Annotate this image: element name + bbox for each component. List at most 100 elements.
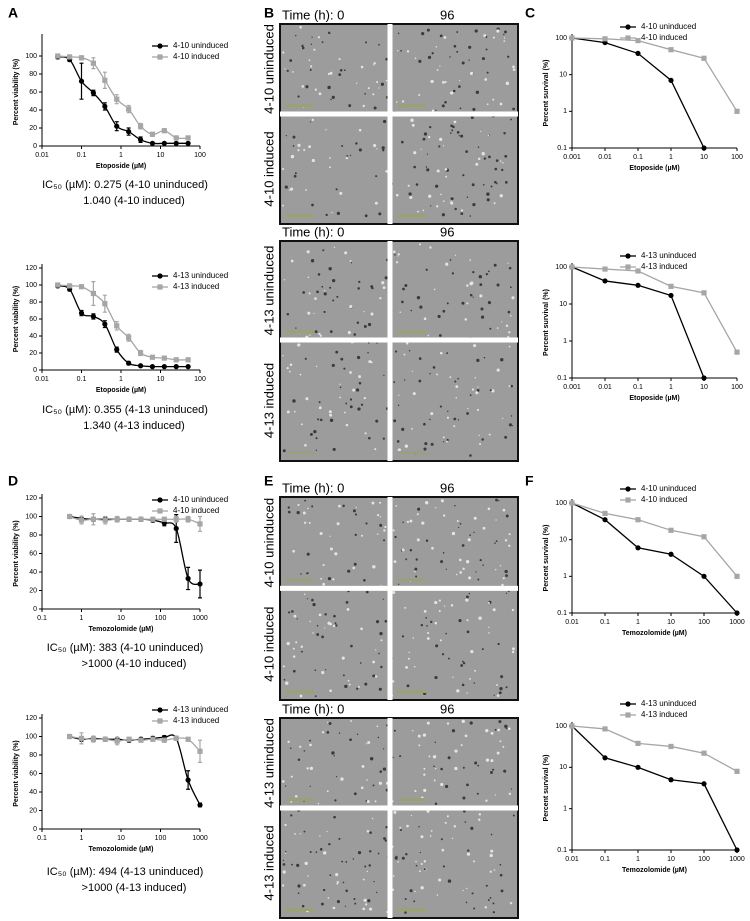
cell (378, 687, 382, 691)
cell (401, 300, 404, 304)
cell (469, 259, 472, 261)
cell (454, 207, 457, 211)
row-label: 4-10 induced (261, 607, 276, 682)
data-point (185, 516, 191, 522)
legend-label: 4-13 uninduced (173, 705, 228, 714)
cell (456, 520, 459, 522)
cell (399, 826, 402, 829)
cell (466, 692, 468, 694)
series-line (571, 37, 738, 112)
cell (383, 529, 386, 532)
cell (319, 847, 323, 851)
cell (313, 429, 317, 434)
cell (396, 440, 400, 443)
cell (478, 434, 480, 437)
cell (418, 744, 421, 747)
cell (456, 689, 460, 693)
cell (485, 758, 490, 762)
cell (451, 837, 454, 840)
cell (357, 287, 360, 290)
cell (328, 721, 332, 725)
data-point (78, 310, 85, 316)
divider (280, 585, 518, 591)
cell (358, 381, 362, 385)
cell (375, 620, 380, 624)
cell (469, 394, 472, 396)
data-point (734, 573, 740, 579)
x-tick-label: 100 (194, 376, 206, 383)
data-point (701, 781, 707, 787)
data-point (668, 292, 674, 299)
x-tick-label: 0.1 (37, 615, 47, 622)
cell (489, 896, 492, 899)
cell (469, 215, 472, 217)
cell (435, 205, 439, 208)
y-tick-label: 0.1 (557, 375, 567, 382)
cell (496, 29, 500, 33)
cell (488, 632, 490, 634)
cell (468, 592, 471, 595)
cell (349, 405, 353, 409)
cell (415, 183, 419, 186)
cell (444, 101, 447, 104)
cell (463, 809, 466, 813)
cell (360, 627, 363, 631)
cell (472, 270, 475, 274)
legend-marker (157, 54, 163, 60)
cell (311, 203, 314, 207)
cell (297, 343, 301, 347)
cell (469, 454, 472, 457)
cell (367, 322, 372, 327)
cell (485, 48, 488, 51)
time-label: Time (h): 0 (282, 7, 344, 22)
cell (409, 889, 413, 893)
cell (341, 145, 344, 148)
cell (323, 292, 327, 296)
x-tick-label: 0.001 (563, 384, 581, 391)
cell (483, 157, 486, 160)
cell (398, 394, 400, 397)
cell (319, 532, 323, 536)
cell (423, 447, 427, 451)
y-tick-label: 80 (29, 71, 37, 78)
cell (420, 863, 423, 866)
cell (395, 193, 399, 197)
cell (382, 598, 384, 600)
divider (280, 805, 518, 811)
data-point (78, 55, 85, 61)
cell (293, 614, 297, 618)
cell (292, 647, 295, 650)
cell (507, 310, 511, 314)
cell (399, 311, 401, 314)
x-tick-label: 100 (155, 615, 167, 622)
cell (505, 81, 510, 86)
cell (378, 652, 380, 655)
cell (378, 212, 382, 216)
cell (492, 911, 495, 914)
cell (344, 251, 348, 255)
cell (477, 578, 480, 581)
cell (492, 902, 495, 905)
cell (319, 418, 323, 422)
cell (338, 837, 341, 840)
cell (367, 351, 369, 354)
cell (309, 121, 312, 123)
cell (315, 449, 318, 452)
data-point (602, 266, 608, 272)
cell (423, 773, 426, 776)
cell (430, 79, 434, 84)
cell (469, 721, 473, 725)
cell (282, 51, 285, 54)
x-tick-label: 0.01 (598, 384, 612, 391)
cell (392, 529, 395, 532)
cell (395, 261, 399, 264)
cell (458, 79, 461, 82)
cell (442, 552, 445, 554)
cell (457, 419, 460, 421)
cell (290, 814, 293, 817)
cell (496, 283, 500, 287)
cell (439, 351, 443, 355)
cell (364, 432, 367, 435)
data-point (602, 755, 608, 761)
cell (392, 250, 396, 254)
